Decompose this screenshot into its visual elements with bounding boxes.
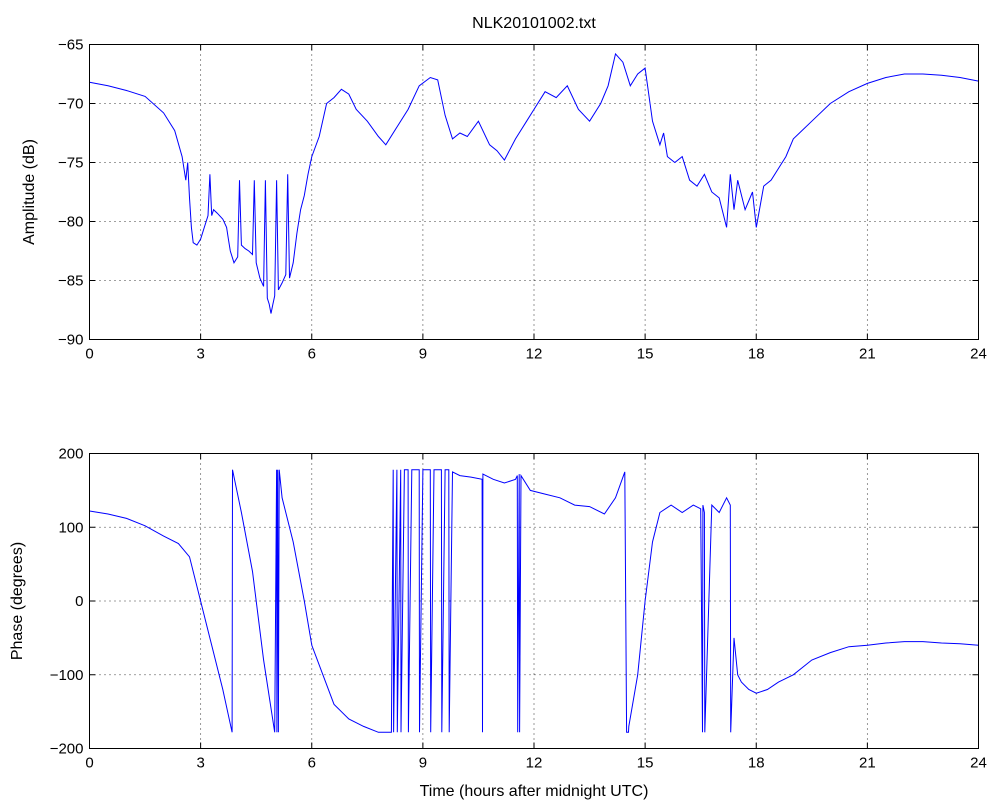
amplitude-y-tick-label: −70	[58, 96, 83, 113]
amplitude-y-tick-label: −85	[58, 273, 83, 290]
phase-grid	[89, 453, 979, 749]
amplitude-chart: NLK20101002.txt 0 3 6 9 12 15 18 21 24 −65 −70 −75 −…	[21, 15, 987, 363]
amplitude-x-tick-label: 24	[970, 346, 987, 363]
amplitude-x-tick-label: 6	[308, 346, 316, 363]
amplitude-y-tick-label: −90	[58, 332, 83, 349]
phase-y-tick-label: 200	[58, 446, 83, 463]
phase-x-tick-label: 0	[85, 755, 93, 772]
amplitude-y-tick-label: −65	[58, 37, 83, 54]
amplitude-x-tick-label: 12	[526, 346, 543, 363]
amplitude-plot-frame	[89, 44, 979, 340]
phase-y-tick-label: 100	[58, 519, 83, 536]
amplitude-x-tick-label: 0	[85, 346, 93, 363]
chart-title: NLK20101002.txt	[472, 15, 596, 32]
amplitude-x-tick-label: 3	[196, 346, 204, 363]
amplitude-y-axis-label: Amplitude (dB)	[21, 139, 38, 245]
phase-series-line	[89, 469, 979, 733]
phase-y-tick-label: −100	[50, 667, 84, 684]
phase-y-tick-label: 0	[75, 593, 83, 610]
phase-x-axis-label: Time (hours after midnight UTC)	[420, 783, 649, 800]
amplitude-x-tick-label: 21	[859, 346, 876, 363]
phase-x-tick-label: 24	[970, 755, 987, 772]
phase-plot-frame	[89, 453, 979, 749]
amplitude-y-tick-label: −75	[58, 155, 83, 172]
phase-y-tick-label: −200	[50, 741, 84, 758]
amplitude-y-tick-label: −80	[58, 214, 83, 231]
amplitude-x-tick-label: 18	[748, 346, 765, 363]
phase-x-tick-label: 3	[196, 755, 204, 772]
phase-x-tick-label: 12	[526, 755, 543, 772]
phase-chart: 0 3 6 9 12 15 18 21 24 200 100 0 −100 −200 Phase (deg…	[9, 446, 987, 801]
phase-x-tick-label: 15	[637, 755, 654, 772]
phase-x-tick-label: 21	[859, 755, 876, 772]
amplitude-x-tick-label: 15	[637, 346, 654, 363]
phase-y-axis-label: Phase (degrees)	[9, 542, 26, 660]
amplitude-tick-labels: 0 3 6 9 12 15 18 21 24 −65 −70 −75 −80 −85 −90	[58, 37, 987, 363]
phase-tick-labels: 0 3 6 9 12 15 18 21 24 200 100 0 −100 −200	[50, 446, 987, 772]
phase-x-tick-label: 6	[308, 755, 316, 772]
amplitude-series-line	[89, 52, 979, 314]
phase-x-tick-label: 9	[419, 755, 427, 772]
phase-x-tick-label: 18	[748, 755, 765, 772]
amplitude-x-tick-label: 9	[419, 346, 427, 363]
